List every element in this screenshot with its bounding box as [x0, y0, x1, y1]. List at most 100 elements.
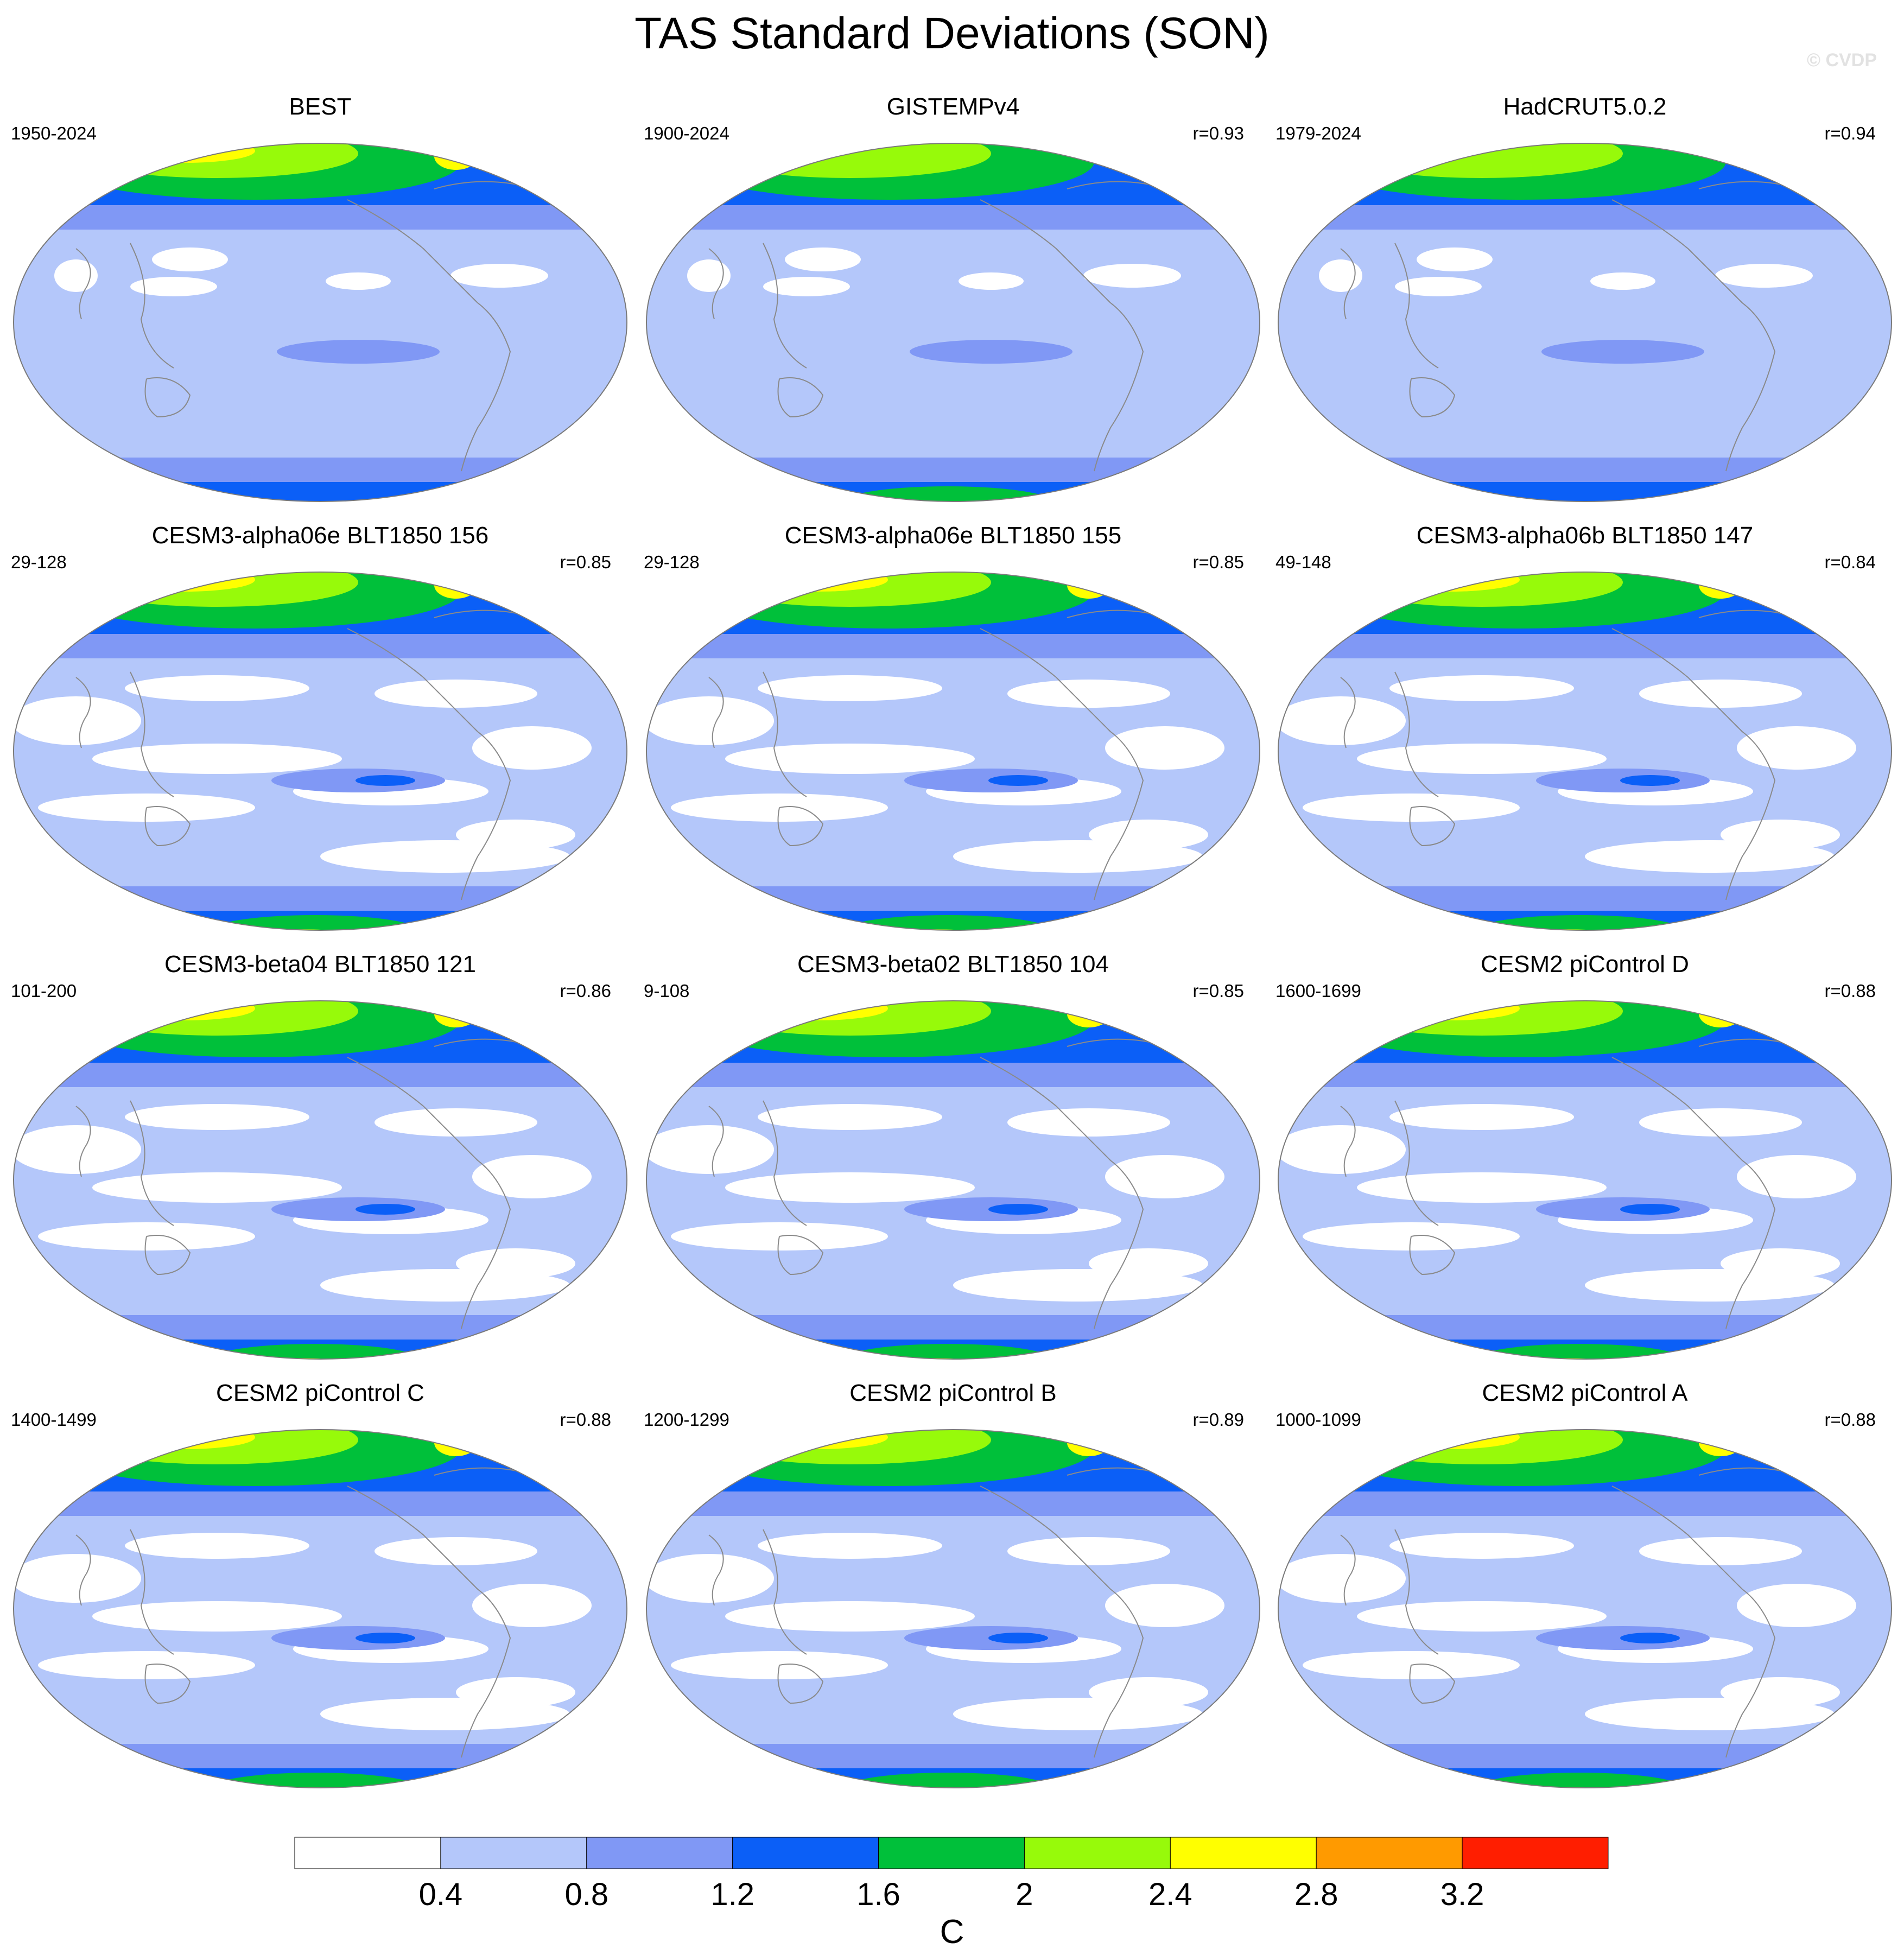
- coastline: [708, 1106, 724, 1177]
- coastline: [1094, 1589, 1144, 1758]
- panel-correlation: r=0.84: [1824, 552, 1876, 572]
- coastline: [1611, 1486, 1743, 1590]
- low-variability-region: [1007, 1537, 1170, 1565]
- low-variability-region: [1105, 1584, 1224, 1627]
- low-variability-region: [326, 272, 391, 290]
- colorbar-tick-label: 3.2: [1440, 1877, 1484, 1912]
- coastline: [144, 377, 191, 418]
- panel-title: CESM2 piControl C: [216, 1380, 424, 1406]
- north-band-7: [1067, 1001, 1110, 1027]
- map-outline: [13, 572, 627, 931]
- panel-map: [1278, 143, 1892, 502]
- map-field: [1278, 1430, 1892, 1801]
- low-variability-region: [14, 1554, 141, 1603]
- panel-title: HadCRUT5.0.2: [1503, 93, 1667, 120]
- panel-map: [1278, 572, 1892, 931]
- map-field: [14, 1001, 627, 1359]
- coastline: [1340, 1534, 1356, 1606]
- colorbar-tick-label: 0.8: [564, 1877, 608, 1912]
- panel-title: CESM2 piControl B: [849, 1380, 1057, 1406]
- map-outline: [13, 143, 627, 502]
- low-variability-region: [1089, 1677, 1208, 1708]
- south-band-5: [282, 1792, 326, 1801]
- coastline: [130, 243, 174, 369]
- south-band-5: [1547, 1792, 1590, 1801]
- colorbar-box: [1170, 1837, 1317, 1869]
- map-panel: CESM2 piControl B 1200-1299 r=0.89: [638, 1379, 1268, 1807]
- north-band-7: [1699, 1430, 1742, 1456]
- coastline: [75, 248, 91, 320]
- low-variability-region: [130, 277, 217, 296]
- map-panel: HadCRUT5.0.2 1979-2024 r=0.94: [1270, 92, 1900, 521]
- coastline: [763, 243, 807, 369]
- low-variability-region: [1721, 1248, 1840, 1279]
- low-variability-region: [375, 1537, 537, 1565]
- low-variability-region: [959, 272, 1024, 290]
- tropical-pacific-band: [277, 340, 440, 364]
- north-band-6: [1370, 1001, 1419, 1010]
- low-variability-region: [763, 277, 850, 296]
- tropical-pacific-core: [988, 1633, 1048, 1643]
- panel-period: 49-148: [1275, 552, 1331, 572]
- coastline: [1725, 1160, 1776, 1329]
- coastline: [980, 1057, 1111, 1161]
- low-variability-region: [1083, 264, 1181, 288]
- low-variability-region: [1389, 675, 1574, 701]
- low-variability-region: [456, 1248, 575, 1279]
- panel-correlation: r=0.85: [1192, 981, 1245, 1001]
- low-variability-region: [758, 1533, 942, 1559]
- map-field: [14, 143, 627, 502]
- south-band-3: [206, 1773, 423, 1788]
- coastline: [130, 1100, 174, 1226]
- tropical-pacific-core: [988, 775, 1048, 786]
- map-panel: GISTEMPv4 1900-2024 r=0.93: [638, 92, 1268, 521]
- north-band-6: [1370, 572, 1419, 581]
- low-variability-region: [1639, 680, 1802, 708]
- coastline: [1094, 1160, 1144, 1329]
- coastline: [347, 1057, 478, 1161]
- map-outline: [1278, 572, 1892, 931]
- panel-correlation: r=0.88: [1824, 1410, 1876, 1430]
- coastline: [1611, 1057, 1743, 1161]
- coastline: [1340, 677, 1356, 748]
- low-variability-region: [687, 259, 731, 292]
- panel-period: 1950-2024: [11, 123, 97, 143]
- coastline: [777, 1664, 824, 1704]
- coastline: [461, 731, 511, 900]
- colorbar-tick-label: 2: [1016, 1877, 1033, 1912]
- panel-map: [1278, 1429, 1892, 1801]
- map-panel: CESM2 piControl C 1400-1499 r=0.88: [5, 1379, 635, 1807]
- coastline: [75, 1106, 91, 1177]
- coastline: [777, 1235, 824, 1275]
- coastline: [980, 1486, 1111, 1590]
- coastline: [708, 677, 724, 748]
- coastline: [1094, 731, 1144, 900]
- south-band-5: [1547, 1363, 1590, 1372]
- south-band-5: [915, 935, 959, 943]
- panel-title: CESM3-alpha06b BLT1850 147: [1416, 522, 1754, 549]
- tropical-pacific-core: [356, 1633, 415, 1643]
- coastline: [1394, 1529, 1439, 1655]
- map-panel: CESM2 piControl A 1000-1099 r=0.88: [1270, 1379, 1900, 1807]
- colorbar-box: [1024, 1837, 1171, 1869]
- panel-title: BEST: [289, 93, 352, 120]
- south-band-4: [1520, 1358, 1617, 1359]
- coastline: [1094, 302, 1144, 472]
- panel-map: [1278, 1000, 1892, 1372]
- coastline: [144, 1664, 191, 1704]
- south-band-3: [1471, 915, 1688, 930]
- low-variability-region: [1715, 264, 1813, 288]
- south-band-3: [206, 915, 423, 930]
- panel-map: [646, 1000, 1260, 1360]
- coastline: [461, 1589, 511, 1758]
- map-panel: CESM3-beta02 BLT1850 104 9-108 r=0.85: [638, 950, 1268, 1379]
- low-variability-region: [1278, 696, 1406, 745]
- low-variability-region: [758, 1104, 942, 1130]
- low-variability-region: [1278, 1125, 1406, 1174]
- south-band-3: [206, 1344, 423, 1359]
- map-outline: [13, 1000, 627, 1360]
- low-variability-region: [125, 1533, 309, 1559]
- map-outline: [646, 1000, 1260, 1360]
- colorbar-tick-label: 2.4: [1148, 1877, 1192, 1912]
- panel-period: 29-128: [11, 552, 67, 572]
